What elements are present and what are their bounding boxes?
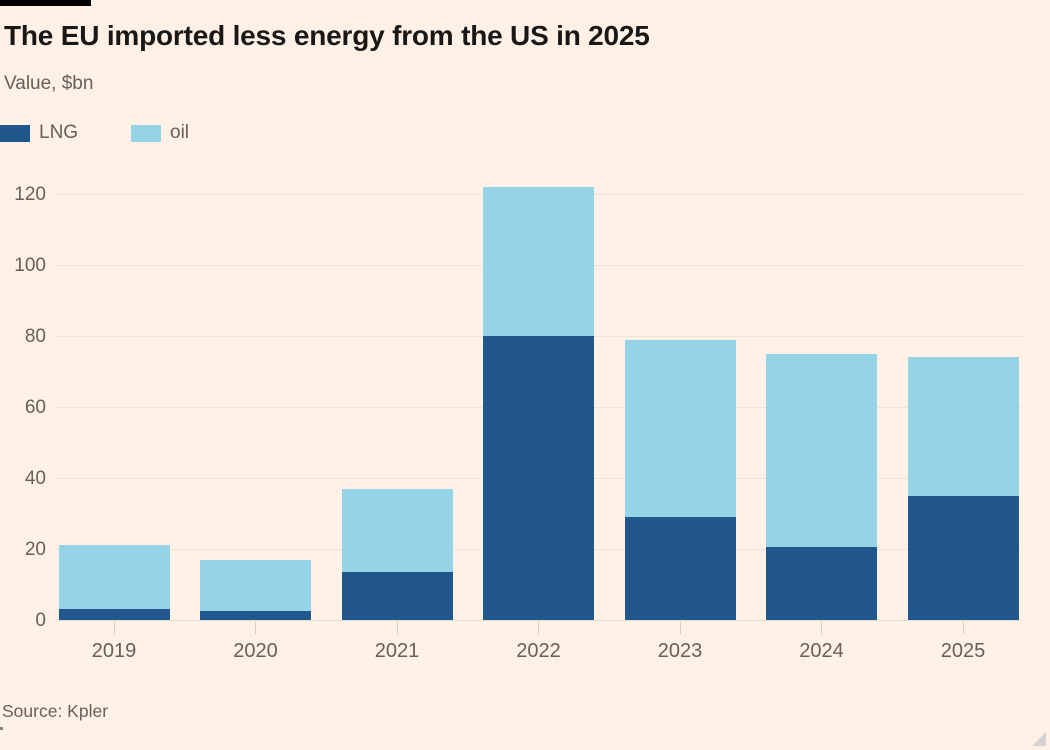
legend-item-oil: oil — [131, 122, 189, 144]
x-axis-tick — [255, 621, 256, 634]
x-axis-tick — [538, 621, 539, 634]
bar-2022-oil — [483, 186, 594, 336]
x-axis-tick — [679, 621, 681, 634]
x-axis-label-2021: 2021 — [374, 640, 420, 662]
bar-2023-lng — [624, 517, 736, 620]
oil-swatch-icon — [131, 124, 161, 142]
y-axis-tick-label: 100 — [14, 255, 46, 276]
cropped-text-mark — [0, 727, 3, 730]
ft-black-tab — [0, 0, 91, 6]
bar-2024-lng — [766, 547, 877, 620]
lng-swatch-icon — [0, 124, 30, 142]
x-axis-label-2019: 2019 — [91, 640, 137, 662]
x-axis-tick — [821, 621, 822, 634]
gridline-0 — [55, 619, 1022, 621]
bar-2021-lng — [341, 572, 453, 620]
y-axis-tick-label: 80 — [24, 326, 46, 347]
bar-2023-oil — [624, 339, 736, 518]
bar-2024-oil — [766, 353, 877, 548]
bar-2025-oil — [907, 357, 1019, 496]
x-axis-tick — [396, 621, 398, 634]
bar-2022-lng — [483, 336, 594, 620]
legend-label-oil: oil — [170, 122, 190, 143]
resize-grip-icon[interactable] — [1032, 732, 1046, 746]
x-axis-label-2025: 2025 — [940, 640, 986, 662]
x-axis-label-2022: 2022 — [516, 640, 561, 662]
bar-2020-oil — [200, 559, 311, 612]
x-axis-tick — [113, 621, 115, 634]
y-axis-tick-label: 0 — [35, 610, 46, 631]
bar-2019-oil — [58, 545, 170, 610]
y-axis-tick-label: 20 — [24, 539, 46, 560]
chart-subtitle: Value, $bn — [4, 73, 94, 94]
x-axis-label-2024: 2024 — [799, 640, 844, 662]
bar-2019-lng — [58, 609, 170, 620]
bar-2021-oil — [341, 488, 453, 573]
x-axis-label-2023: 2023 — [657, 640, 703, 662]
y-axis-tick-label: 60 — [24, 397, 46, 418]
bar-2025-lng — [907, 495, 1019, 620]
legend-label-lng: LNG — [39, 122, 79, 143]
bar-2020-lng — [200, 611, 311, 620]
y-axis-tick-label: 120 — [14, 184, 46, 205]
x-axis-tick — [962, 621, 964, 634]
legend-item-lng: LNG — [0, 122, 78, 144]
source-note: Source: Kpler — [2, 701, 109, 721]
x-axis-label-2020: 2020 — [233, 640, 278, 662]
chart-title: The EU imported less energy from the US … — [4, 20, 650, 51]
y-axis-tick-label: 40 — [24, 468, 46, 489]
